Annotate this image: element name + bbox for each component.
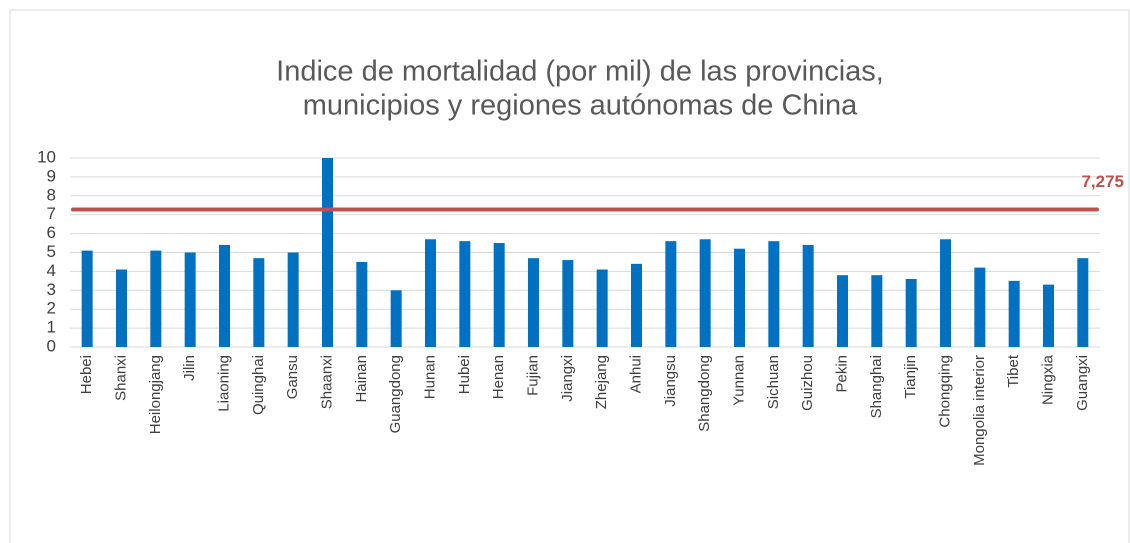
bar	[974, 267, 986, 347]
x-tick-label: Liaoning	[215, 355, 232, 412]
bar	[734, 248, 745, 347]
bar	[81, 250, 93, 347]
chart-border	[9, 9, 1130, 543]
x-tick-label: Pekin	[833, 355, 850, 393]
x-tick-label: Jiangxi	[559, 355, 576, 402]
bar	[768, 241, 780, 347]
bar	[356, 261, 368, 347]
bar	[596, 269, 608, 347]
y-tick-label: 1	[47, 318, 56, 337]
x-tick-label: Shangdong	[696, 355, 713, 432]
bar	[1077, 258, 1089, 347]
bar	[459, 241, 471, 347]
x-tick-label: Guangxi	[1074, 355, 1091, 411]
y-tick-label: 4	[47, 261, 56, 280]
x-tick-label: Hebei	[78, 355, 95, 394]
bar	[425, 239, 436, 347]
x-tick-label: Gansu	[284, 355, 301, 399]
x-tick-label: Heilongjang	[147, 355, 164, 434]
bar	[802, 244, 814, 347]
x-tick-label: Anhui	[627, 355, 644, 393]
x-tick-label: Hubei	[456, 355, 473, 394]
reference-label: 7,275	[1081, 172, 1124, 191]
x-tick-label: Jilin	[181, 355, 198, 381]
bar	[562, 260, 574, 347]
x-tick-label: Shanxi	[112, 355, 129, 401]
x-tick-label: Hunan	[421, 355, 438, 399]
y-tick-label: 9	[47, 166, 56, 185]
bar	[940, 239, 951, 347]
x-tick-label: Hainan	[353, 355, 370, 403]
x-tick-label: Yunnan	[730, 355, 747, 406]
x-tick-label: Shaanxi	[318, 355, 335, 409]
bar	[1008, 280, 1020, 347]
chart-title: Indice de mortalidad (por mil) de las pr…	[276, 56, 884, 88]
x-tick-label: Tianjin	[902, 355, 919, 399]
bar	[116, 269, 127, 347]
bar	[837, 275, 848, 347]
chart-title: municipios y regiones autónomas de China	[303, 90, 858, 122]
bar	[287, 252, 299, 347]
y-tick-label: 10	[37, 147, 56, 166]
y-tick-label: 8	[47, 185, 56, 204]
bar	[219, 244, 230, 347]
y-tick-label: 2	[47, 299, 56, 318]
x-tick-label: Chongqing	[936, 355, 953, 428]
x-tick-label: Jiangsu	[662, 355, 679, 407]
bar	[184, 252, 196, 347]
bar	[631, 263, 642, 347]
x-tick-label: Guizhou	[799, 355, 816, 411]
x-tick-label: Fujian	[524, 355, 541, 396]
x-tick-label: Ningxia	[1039, 354, 1056, 405]
y-tick-label: 3	[47, 280, 56, 299]
bar	[905, 278, 917, 347]
x-tick-label: Zhejang	[593, 355, 610, 409]
x-tick-label: Guangdong	[387, 355, 404, 433]
bar	[871, 275, 883, 347]
y-tick-label: 6	[47, 223, 56, 242]
y-tick-label: 0	[47, 336, 56, 355]
y-tick-label: 5	[47, 242, 56, 261]
x-tick-label: Mongolia interior	[971, 355, 988, 466]
bar	[665, 241, 677, 347]
bar	[390, 290, 402, 347]
bar	[699, 239, 711, 347]
bar	[253, 258, 265, 347]
bar	[150, 250, 162, 347]
bar	[322, 158, 333, 347]
bar	[528, 258, 539, 347]
x-tick-label: Sichuan	[765, 355, 782, 409]
bar	[1043, 284, 1054, 347]
x-tick-label: Quinghai	[250, 355, 267, 415]
y-tick-label: 7	[47, 204, 56, 223]
x-tick-label: Henan	[490, 355, 507, 399]
x-tick-label: Tibet	[1005, 354, 1022, 388]
x-tick-label: Shanghai	[868, 355, 885, 418]
bar	[493, 243, 505, 347]
